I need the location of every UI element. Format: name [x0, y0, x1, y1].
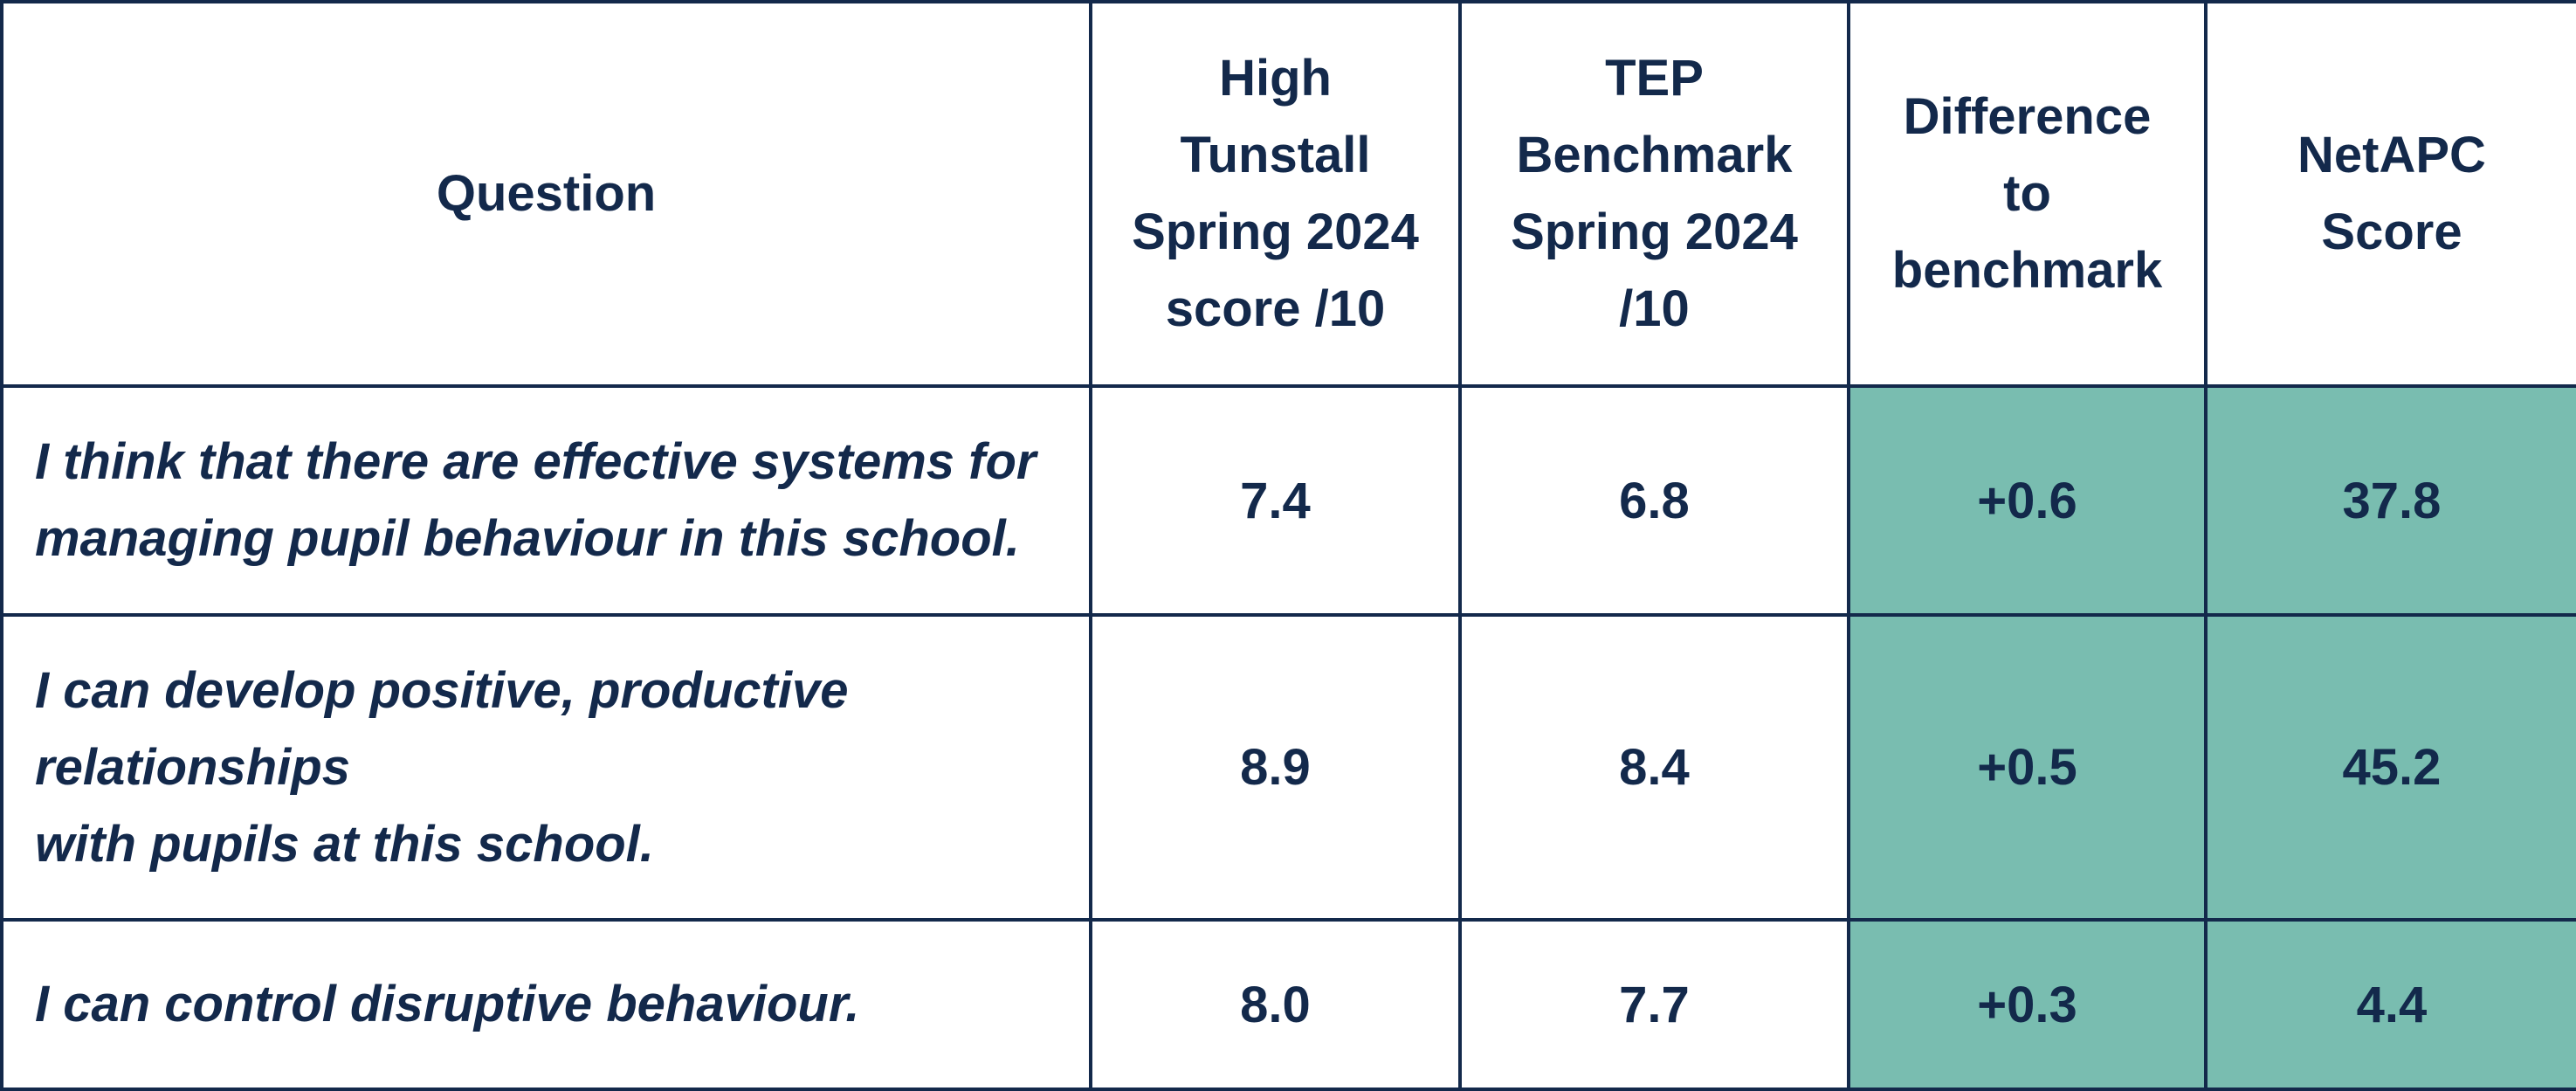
school-score-cell: 8.9: [1089, 613, 1462, 922]
benchmark-cell: 7.7: [1458, 918, 1850, 1091]
school-score-cell: 7.4: [1089, 384, 1462, 617]
question-cell: I can develop positive, productive relat…: [0, 613, 1092, 922]
header-difference: Difference to benchmark: [1847, 0, 2208, 388]
table-row: I can develop positive, productive relat…: [0, 613, 2576, 922]
header-school-score: High Tunstall Spring 2024 score /10: [1089, 0, 1462, 388]
difference-cell: +0.5: [1847, 613, 2208, 922]
question-cell: I can control disruptive behaviour.: [0, 918, 1092, 1091]
difference-cell: +0.6: [1847, 384, 2208, 617]
header-netapc: NetAPC Score: [2204, 0, 2576, 388]
table-row: I think that there are effective systems…: [0, 384, 2576, 617]
benchmark-cell: 6.8: [1458, 384, 1850, 617]
difference-cell: +0.3: [1847, 918, 2208, 1091]
netapc-cell: 4.4: [2204, 918, 2576, 1091]
school-score-cell: 8.0: [1089, 918, 1462, 1091]
header-question: Question: [0, 0, 1092, 388]
netapc-cell: 45.2: [2204, 613, 2576, 922]
table-header-row: Question High Tunstall Spring 2024 score…: [0, 0, 2576, 388]
benchmark-cell: 8.4: [1458, 613, 1850, 922]
header-benchmark: TEP Benchmark Spring 2024 /10: [1458, 0, 1850, 388]
netapc-cell: 37.8: [2204, 384, 2576, 617]
table-row: I can control disruptive behaviour. 8.0 …: [0, 918, 2576, 1091]
question-cell: I think that there are effective systems…: [0, 384, 1092, 617]
